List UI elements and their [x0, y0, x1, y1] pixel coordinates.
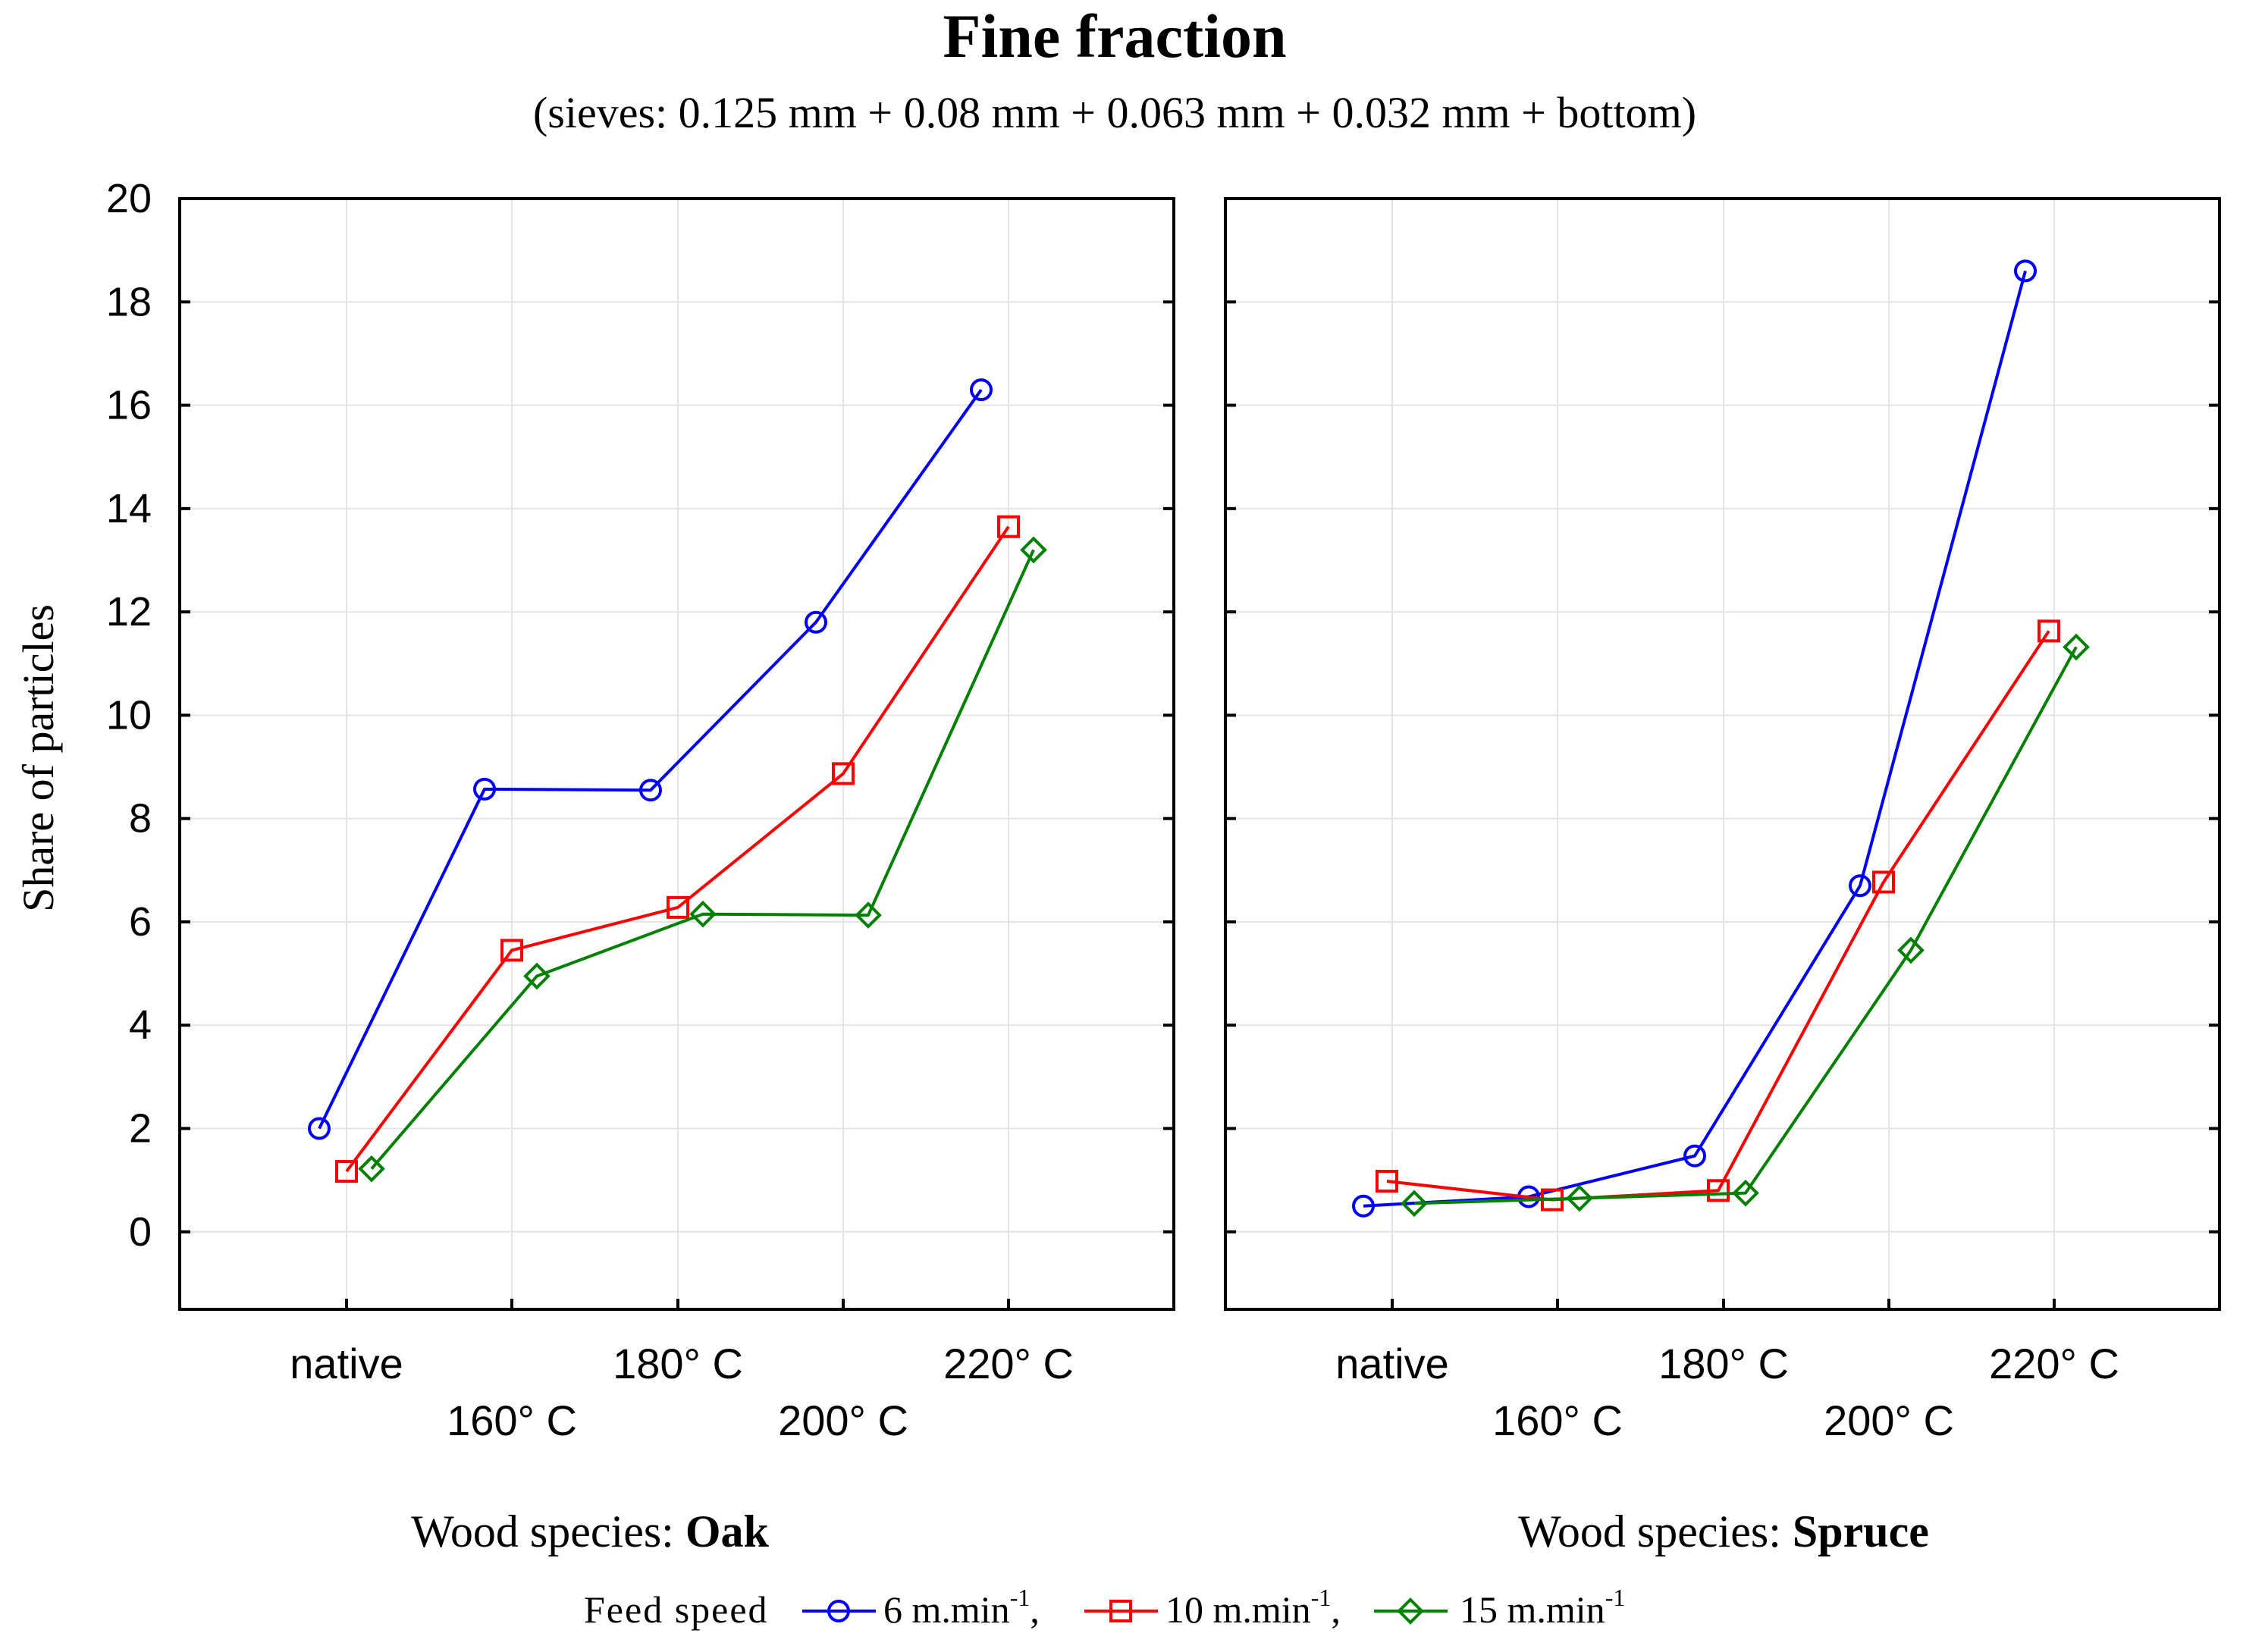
- oak-data-point: [997, 515, 1020, 538]
- legend: Feed speed 6 m.min-1, 10 m.min-1, 15 m.m…: [584, 1584, 1625, 1631]
- oak-data-point: [855, 901, 882, 929]
- oak-data-point: [1020, 536, 1047, 564]
- spruce-x-tick-label: native: [1335, 1340, 1448, 1387]
- legend-marker-15: [1397, 1597, 1424, 1625]
- oak-data-point: [805, 610, 827, 634]
- spruce-x-tick-label: 220° C: [1989, 1340, 2119, 1387]
- legend-label-15-text: 15 m.min: [1460, 1588, 1605, 1631]
- spruce-data-point: [1897, 936, 1925, 964]
- legend-label-15-sup: -1: [1605, 1584, 1626, 1611]
- spruce-x-tick-label: 160° C: [1492, 1397, 1623, 1444]
- spruce-data-point: [1849, 874, 1871, 898]
- spruce-data-point: [1352, 1194, 1375, 1218]
- legend-entry-10: 10 m.min-1,: [1084, 1584, 1341, 1631]
- oak-series-line: [318, 388, 983, 1130]
- y-tick-label: 16: [106, 383, 152, 428]
- oak-data-point: [308, 1117, 331, 1140]
- y-tick-label: 14: [106, 486, 152, 531]
- y-tick-label: 4: [129, 1002, 152, 1048]
- oak-data-point: [689, 900, 717, 928]
- legend-label-6: 6 m.min-1,: [883, 1584, 1040, 1631]
- spruce-series-line: [1386, 630, 2050, 1202]
- y-axis-label: Share of particles: [14, 604, 63, 912]
- y-tick-label: 18: [106, 279, 152, 324]
- oak-data-point: [500, 939, 523, 962]
- legend-title: Feed speed: [584, 1588, 769, 1631]
- oak-xlabel-prefix: Wood species:: [411, 1506, 685, 1556]
- spruce-data-point: [2038, 619, 2060, 643]
- legend-entry-15: 15 m.min-1: [1374, 1584, 1625, 1631]
- spruce-data-point: [1566, 1184, 1593, 1212]
- oak-x-tick-label: 160° C: [447, 1397, 577, 1444]
- oak-x-tick-label: 180° C: [613, 1340, 743, 1387]
- legend-label-10-suffix: ,: [1331, 1588, 1341, 1631]
- oak-x-tick-label: 200° C: [778, 1397, 908, 1444]
- oak-x-tick-label: 220° C: [943, 1340, 1074, 1387]
- oak-data-point: [335, 1160, 358, 1183]
- spruce-data-point: [1872, 870, 1895, 894]
- oak-series-line: [345, 525, 1010, 1173]
- spruce-panel: native 160° C 180° C 200° C 220° C: [1224, 197, 2221, 1444]
- oak-series-line: [370, 549, 1035, 1170]
- spruce-data-point: [1401, 1190, 1428, 1218]
- spruce-data-point: [2063, 633, 2090, 661]
- oak-data-point: [832, 762, 855, 785]
- spruce-x-tick-label: 180° C: [1658, 1340, 1789, 1387]
- oak-data-point: [473, 777, 496, 801]
- spruce-data-point: [2014, 259, 2037, 283]
- legend-entry-6: 6 m.min-1,: [802, 1584, 1040, 1631]
- oak-x-tick-label: native: [290, 1340, 403, 1387]
- legend-label-10: 10 m.min-1,: [1165, 1584, 1341, 1631]
- spruce-data-point: [1683, 1144, 1706, 1168]
- oak-data-point: [970, 378, 993, 402]
- legend-label-10-text: 10 m.min: [1165, 1588, 1311, 1631]
- y-tick-label: 6: [129, 899, 152, 945]
- legend-label-6-suffix: ,: [1030, 1588, 1040, 1631]
- oak-xlabel-species: Oak: [685, 1506, 770, 1556]
- y-tick-label: 12: [106, 589, 152, 635]
- y-tick-label: 8: [129, 796, 152, 842]
- legend-label-6-sup: -1: [1010, 1584, 1031, 1611]
- spruce-series-line: [1413, 646, 2078, 1205]
- y-tick-label: 2: [129, 1106, 152, 1152]
- legend-label-6-text: 6 m.min: [883, 1588, 1010, 1631]
- spruce-plot-frame: [1224, 197, 2221, 1311]
- y-tick-label: 20: [106, 176, 152, 221]
- legend-marker-6: [827, 1600, 850, 1622]
- y-tick-label: 10: [106, 692, 152, 738]
- oak-data-point: [358, 1155, 385, 1183]
- legend-marker-10: [1109, 1600, 1132, 1622]
- oak-data-point: [667, 895, 689, 919]
- legend-label-10-sup: -1: [1311, 1584, 1332, 1611]
- legend-label-15: 15 m.min-1: [1460, 1584, 1625, 1631]
- spruce-data-point: [1732, 1179, 1759, 1207]
- spruce-xlabel-prefix: Wood species:: [1518, 1506, 1793, 1556]
- spruce-series-line: [1363, 270, 2027, 1208]
- oak-data-point: [639, 779, 662, 802]
- chart-subtitle: (sieves: 0.125 mm + 0.08 mm + 0.063 mm +…: [533, 88, 1696, 137]
- oak-plot-frame: [178, 197, 1175, 1311]
- oak-xlabel: Wood species: Oak: [411, 1506, 769, 1556]
- y-tick-label: 0: [129, 1209, 152, 1255]
- spruce-xlabel: Wood species: Spruce: [1518, 1506, 1929, 1556]
- spruce-xlabel-species: Spruce: [1793, 1506, 1929, 1556]
- spruce-data-point: [1707, 1179, 1730, 1202]
- oak-data-point: [523, 962, 551, 990]
- chart-title: Fine fraction: [943, 2, 1286, 71]
- spruce-x-tick-label: 200° C: [1824, 1397, 1954, 1444]
- oak-panel: 0 2 4 6 8 10 12 14 16 18 20 native 160° C 180° C 200° …: [106, 176, 1175, 1444]
- spruce-data-point: [1376, 1170, 1398, 1193]
